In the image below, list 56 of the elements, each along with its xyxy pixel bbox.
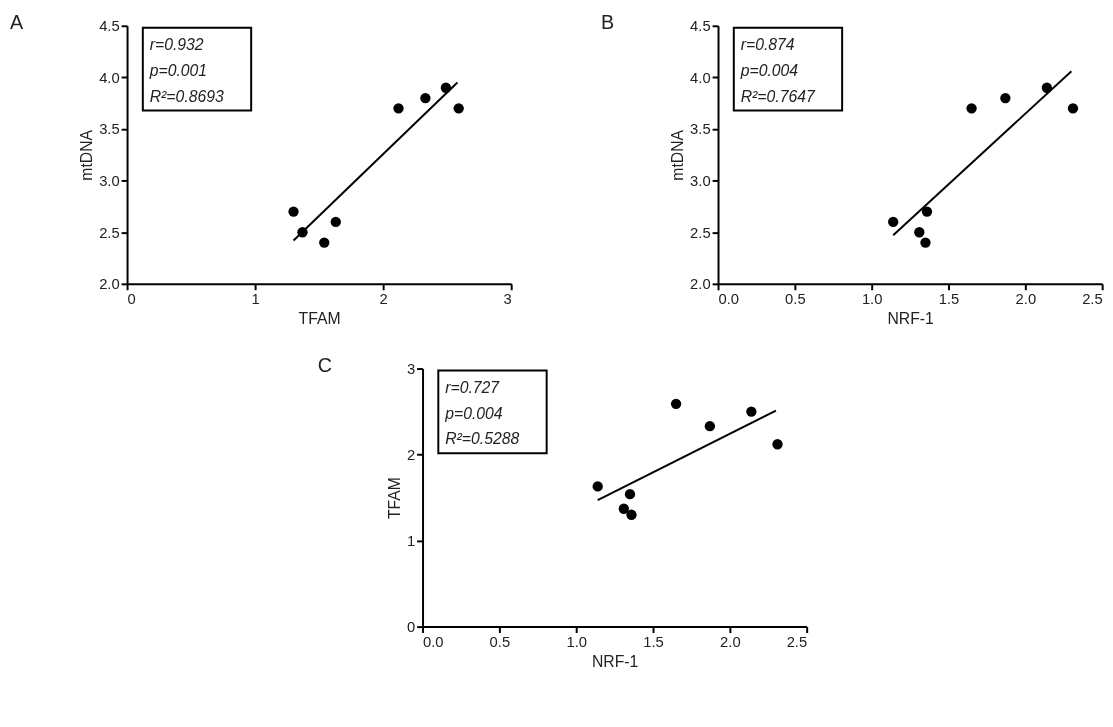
annotation: r=0.727: [445, 379, 501, 397]
y-tick-label: 3.0: [99, 173, 120, 190]
y-tick-label: 3.5: [690, 121, 711, 138]
x-tick-label: 2.5: [1082, 291, 1103, 308]
point: [288, 206, 299, 217]
y-tick-label: 1: [406, 533, 416, 550]
point: [393, 103, 404, 114]
x-tick-label: 3: [503, 291, 512, 308]
point: [319, 237, 330, 248]
annotation: R²=0.8693: [149, 87, 224, 105]
y-axis-title: mtDNA: [669, 129, 687, 181]
x-tick-label: 1.5: [938, 291, 960, 308]
point: [330, 216, 341, 228]
x-tick-label: 0: [127, 291, 136, 308]
point: [453, 103, 464, 114]
y-axis-title: mtDNA: [78, 129, 96, 181]
chart-title: B: [600, 10, 615, 33]
x-tick-label: 1: [251, 291, 260, 308]
y-tick-label: 2.0: [690, 276, 711, 293]
annotation: R²=0.5288: [445, 430, 520, 448]
annotation: p=0.004: [444, 404, 503, 422]
y-tick-label: 3: [406, 360, 416, 377]
annotation: p=0.004: [739, 62, 799, 80]
x-tick-label: 2.0: [720, 633, 741, 650]
point: [420, 92, 431, 104]
x-tick-label: 1.0: [566, 633, 587, 650]
x-tick-label: 2.0: [1015, 291, 1037, 308]
annotation: p=0.001: [148, 62, 208, 80]
y-tick-label: 2: [406, 446, 416, 463]
y-tick-label: 4.5: [690, 18, 711, 35]
chart-title: A: [10, 10, 24, 33]
y-tick-label: 2.5: [690, 224, 711, 241]
x-tick-label: 1.0: [861, 291, 883, 308]
x-tick-label: 0.5: [785, 291, 806, 308]
x-tick-label: 0.5: [489, 633, 511, 650]
x-tick-label: 2: [379, 291, 388, 308]
annotation: r=0.874: [740, 36, 795, 54]
y-tick-label: 4.0: [99, 69, 120, 86]
annotation: R²=0.7647: [740, 87, 816, 105]
y-tick-label: 3.5: [99, 121, 120, 138]
x-axis-title: NRF-1: [887, 309, 934, 327]
x-tick-label: 0.0: [423, 633, 444, 650]
y-tick-label: 4.0: [690, 69, 711, 86]
x-tick-label: 0.0: [718, 291, 740, 308]
y-tick-label: 0: [406, 619, 416, 636]
x-axis-title: TFAM: [298, 309, 341, 327]
x-tick-label: 2.5: [786, 633, 808, 650]
chart-title: C: [317, 353, 333, 376]
y-axis-title: TFAM: [386, 477, 404, 520]
annotation: r=0.932: [149, 36, 204, 54]
y-tick-label: 3.0: [690, 173, 711, 190]
x-axis-title: NRF-1: [591, 652, 639, 670]
x-tick-label: 1.5: [643, 633, 664, 650]
y-tick-label: 4.5: [99, 18, 120, 35]
y-tick-label: 2.0: [99, 276, 120, 293]
y-tick-label: 2.5: [99, 224, 120, 241]
